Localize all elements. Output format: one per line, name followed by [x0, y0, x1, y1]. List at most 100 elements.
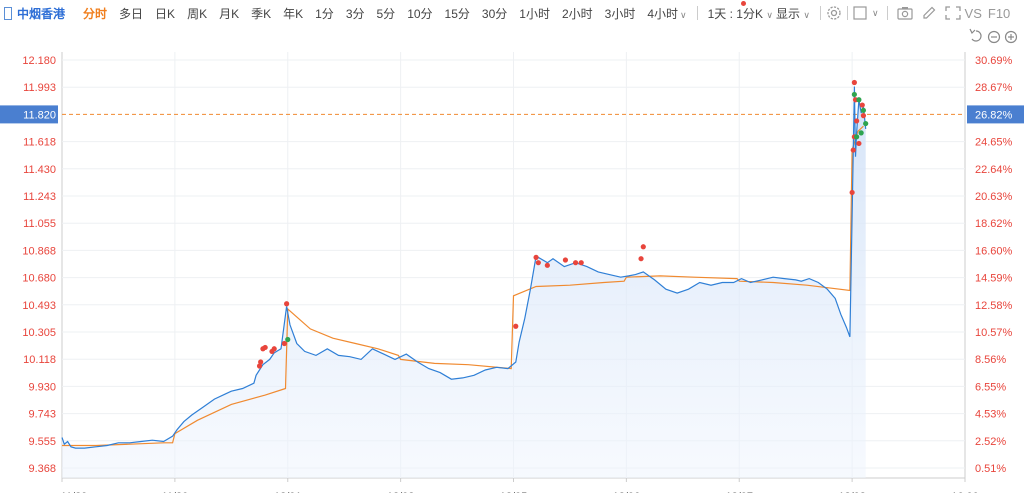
price-tick-label: 9.930 [28, 381, 56, 393]
chevron-down-icon: ∨ [766, 9, 773, 20]
x-tick-label: 12/01 [274, 491, 302, 493]
fullscreen-icon[interactable] [944, 5, 962, 21]
buy-marker[interactable] [262, 344, 268, 351]
period-select[interactable]: 1天 : 1分K ∨ [702, 5, 779, 22]
percent-tick-label: 4.53% [975, 409, 1006, 421]
tab-7[interactable]: 年K [283, 6, 304, 21]
price-axis: 12.180 11.993 11.820 11.618 11.430 11.243 11.0… [0, 55, 58, 475]
tab-5[interactable]: 月K [219, 6, 240, 21]
buy-marker[interactable] [281, 340, 287, 347]
tab-13[interactable]: 30分 [481, 6, 508, 21]
price-tick-label: 11.055 [23, 218, 56, 230]
trade-markers [256, 79, 869, 369]
tab-3[interactable]: 日K [155, 6, 176, 21]
price-tick-label: 10.493 [22, 300, 56, 312]
display-menu-button[interactable]: 显示 ∨ [770, 5, 816, 22]
buy-marker[interactable] [562, 257, 569, 263]
sell-marker[interactable] [858, 130, 864, 136]
tab-11[interactable]: 10分 [407, 6, 433, 21]
price-tick-label: 11.430 [23, 164, 56, 176]
tab-14[interactable]: 1小时 [519, 6, 550, 21]
percent-tick-label: 12.58% [975, 300, 1013, 312]
buy-marker[interactable] [572, 260, 579, 266]
sell-marker[interactable] [851, 91, 857, 98]
sell-marker[interactable] [285, 336, 291, 343]
zoom-out-icon[interactable] [987, 30, 1001, 44]
chevron-down-icon: ∨ [680, 9, 687, 20]
buy-marker[interactable] [284, 301, 290, 307]
undo-icon[interactable] [969, 28, 982, 42]
toolbar-divider [846, 6, 848, 20]
price-line [61, 86, 867, 449]
tab-1[interactable]: 分时 [83, 6, 108, 21]
percent-tick-label: 28.67% [975, 82, 1013, 94]
buy-marker[interactable] [256, 363, 263, 369]
buy-marker[interactable] [850, 147, 856, 153]
price-tick-label: 10.868 [22, 245, 56, 257]
camera-icon[interactable] [896, 5, 914, 21]
price-area-fill [62, 86, 866, 478]
sell-marker[interactable] [863, 120, 869, 127]
price-tick-label: 9.555 [28, 436, 56, 448]
x-tick-label: 12/05 [500, 491, 528, 493]
tab-4[interactable]: 周K [187, 6, 208, 21]
x-tick-label: 12/07 [725, 491, 753, 493]
x-tick-label: 12/02 [387, 491, 415, 493]
toolbar-divider [886, 6, 888, 20]
percent-tick-label: 2.52% [975, 436, 1006, 448]
buy-marker[interactable] [859, 102, 865, 108]
chevron-down-icon[interactable]: ∨ [871, 7, 879, 18]
notification-dot-icon [741, 1, 746, 6]
buy-marker[interactable] [513, 323, 519, 329]
price-tick-label: 11.243 [23, 191, 56, 203]
f10-button[interactable]: F10 [987, 5, 1011, 21]
percent-tick-label: 22.64% [975, 164, 1013, 176]
percent-axis: 30.69% 28.67% 26.82% 24.65% 22.64% 20.63% 18.6… [967, 55, 1024, 475]
settings-gear-icon[interactable] [825, 4, 843, 22]
tab-16[interactable]: 3小时 [604, 6, 636, 21]
sell-marker[interactable] [856, 97, 862, 103]
checkbox-icon[interactable] [852, 5, 868, 21]
sell-marker[interactable] [854, 134, 860, 140]
buy-marker[interactable] [851, 79, 857, 86]
buy-marker[interactable] [849, 189, 855, 196]
buy-marker[interactable] [638, 256, 644, 262]
tab-10[interactable]: 5分 [376, 6, 396, 21]
pencil-icon[interactable] [920, 5, 938, 21]
tab-15[interactable]: 2小时 [561, 6, 593, 21]
sell-marker[interactable] [860, 107, 867, 113]
buy-marker[interactable] [535, 260, 541, 266]
symbol-name[interactable]: 中烟香港 [17, 6, 66, 21]
buy-marker[interactable] [533, 254, 539, 260]
percent-tick-label: 24.65% [975, 137, 1013, 149]
zoom-in-icon[interactable] [1004, 30, 1018, 44]
intraday-chart[interactable]: 12.180 11.993 11.820 11.618 11.430 11.243 11.0… [0, 26, 1024, 493]
tab-12[interactable]: 15分 [444, 6, 470, 21]
buy-marker[interactable] [854, 118, 860, 124]
percent-highlight-box [967, 105, 1024, 124]
buy-marker[interactable] [258, 359, 264, 365]
price-tick-label: 11.993 [23, 82, 56, 94]
buy-marker[interactable] [640, 244, 646, 250]
vs-compare-button[interactable]: VS [964, 5, 982, 21]
tab-8[interactable]: 1分 [315, 6, 334, 21]
buy-marker[interactable] [578, 260, 584, 266]
buy-marker[interactable] [271, 346, 277, 352]
percent-tick-label: 0.51% [975, 463, 1006, 475]
price-tick-label: 9.368 [28, 463, 56, 475]
price-highlight-box [0, 105, 58, 124]
buy-marker[interactable] [860, 113, 867, 119]
toolbar-divider [696, 6, 698, 20]
tab-17[interactable]: 4小时 ∨ [647, 6, 687, 21]
toolbar-divider [819, 6, 821, 20]
tab-2[interactable]: 多日 [119, 6, 144, 21]
period-select-label: 1天 : 1分K [707, 6, 763, 21]
buy-marker[interactable] [544, 262, 550, 268]
buy-marker[interactable] [856, 140, 862, 147]
toolbar: 中烟香港 分时 多日 日K 周K 月K 季K 年K 1分 3分 5分 10分 15分 30分 1小时 2小时… [0, 0, 1024, 26]
percent-tick-label: 8.56% [975, 354, 1006, 366]
tab-9[interactable]: 3分 [345, 6, 365, 21]
symbol-indicator-icon [4, 6, 12, 20]
x-tick-label: 12/08 [838, 491, 866, 493]
tab-6[interactable]: 季K [251, 6, 272, 21]
